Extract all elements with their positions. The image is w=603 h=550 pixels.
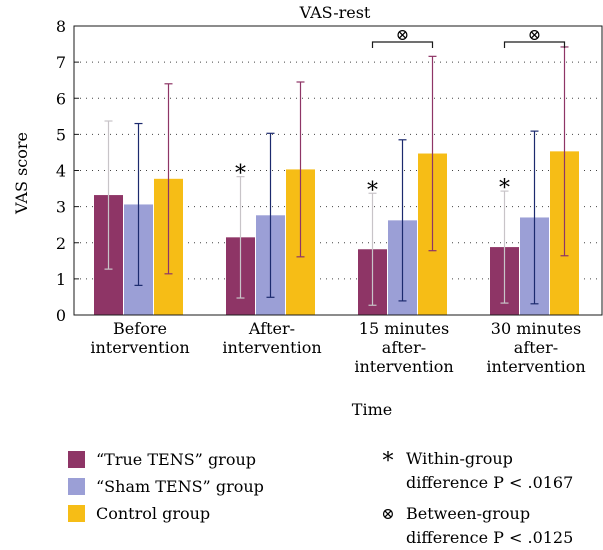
within-group-mark: * [499,176,510,201]
x-category-label: Before [113,319,167,338]
x-category-label: intervention [222,338,321,357]
legend-label: “True TENS” group [96,450,256,469]
x-category-label: intervention [354,357,453,376]
x-category-label: After- [248,319,295,338]
note-text: Within-group [406,449,513,468]
x-category-label: 15 minutes [359,319,449,338]
y-tick-label: 8 [56,17,66,36]
x-category-label: intervention [90,338,189,357]
significance-marks: * * * ⊗ ⊗ [235,25,566,203]
chart-title: VAS-rest [299,3,371,22]
between-group-mark: ⊗ [396,25,409,44]
legend-label: Control group [96,504,210,523]
error-bars [104,46,569,306]
legend-swatch [68,451,85,468]
between-group-bracket [503,41,566,48]
note-text: Between-group [406,504,530,523]
y-tick-label: 0 [56,306,66,325]
legend-swatch [68,505,85,522]
legend: “True TENS” group “Sham TENS” group Contro… [68,450,264,523]
x-axis-label: Time [352,400,392,419]
y-tick-label: 1 [56,270,66,289]
note-text: difference P < .0125 [406,528,573,547]
y-axis-label: VAS score [12,132,31,215]
y-axis-ticks: 0 1 2 3 4 5 6 7 8 [56,17,79,325]
y-tick-label: 3 [56,198,66,217]
y-tick-label: 4 [56,162,66,181]
significance-notes: * Within-group difference P < .0167 ⊗ Betwee… [381,449,573,547]
note-symbol: * [383,449,394,474]
y-tick-label: 2 [56,234,66,253]
within-group-mark: * [235,162,246,187]
y-tick-label: 5 [56,125,66,144]
within-group-mark: * [367,178,378,203]
y-tick-label: 7 [56,53,66,72]
between-group-mark: ⊗ [528,25,541,44]
note-symbol: ⊗ [381,504,394,523]
x-category-label: 30 minutes [491,319,581,338]
x-category-label: after- [514,338,558,357]
gridlines [74,61,602,280]
x-category-label: after- [382,338,426,357]
note-text: difference P < .0167 [406,473,573,492]
x-category-label: intervention [486,357,585,376]
legend-label: “Sham TENS” group [96,477,264,496]
between-group-bracket [371,41,434,48]
y-tick-label: 6 [56,89,66,108]
legend-swatch [68,478,85,495]
